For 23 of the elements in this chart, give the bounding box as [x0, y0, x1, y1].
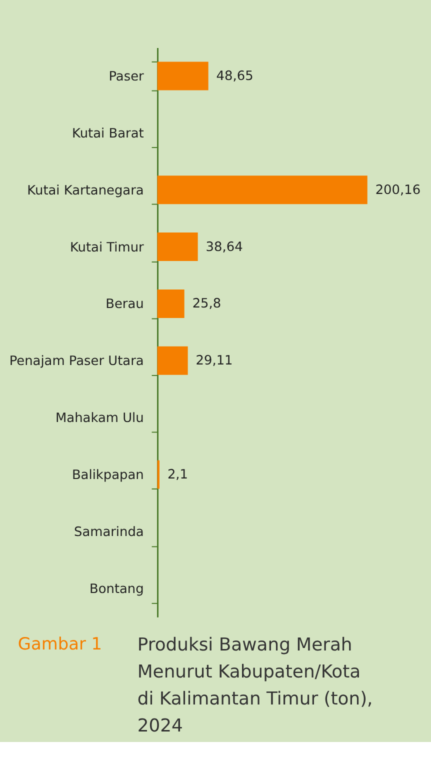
y-tick-label: Penajam Paser Utara	[9, 354, 144, 370]
data-label: 29,11	[196, 354, 233, 369]
data-label: 2,1	[167, 468, 188, 482]
text: Produksi Bawang Merah Menurut Kabupaten/Kota di Kalimantan Timur (ton), 2024	[137, 634, 373, 736]
y-tick-label: Kutai Barat	[72, 126, 144, 142]
bar	[157, 232, 198, 262]
bar	[157, 289, 184, 318]
data-label: 200,16	[375, 182, 421, 198]
y-tick-label: Bontang	[89, 582, 144, 597]
text: Gambar 1	[18, 634, 102, 654]
y-tick-label: Kutai Timur	[70, 240, 145, 256]
y-tick-label: Balikpapan	[72, 468, 144, 483]
data-label: 48,65	[216, 68, 254, 84]
bar	[157, 346, 188, 375]
y-tick-label: Mahakam Ulu	[56, 411, 144, 426]
data-label: 25,8	[192, 296, 222, 312]
y-tick-label: Kutai Kartanegara	[27, 183, 144, 198]
y-tick-label: Paser	[108, 69, 145, 84]
y-tick-label: Samarinda	[74, 524, 144, 540]
y-tick-label: Berau	[106, 297, 144, 312]
bar	[157, 62, 208, 90]
bar	[157, 176, 368, 204]
data-label: 38,64	[206, 240, 243, 255]
